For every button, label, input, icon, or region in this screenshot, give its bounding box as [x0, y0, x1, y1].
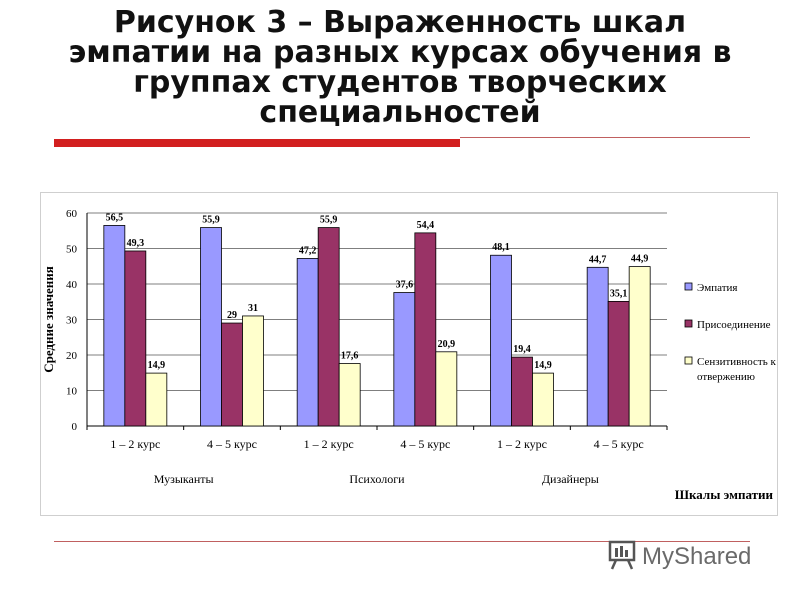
- bar-3: [145, 372, 168, 427]
- bar-chart: 0 10 20 30 40 50 60 56,5 49,3 14,9 1 – 2 курс 55,9 2…: [41, 208, 776, 502]
- bar-2: [414, 232, 437, 427]
- x-tick-label: 1 – 2 курс: [110, 437, 160, 451]
- bar-2: [124, 250, 147, 427]
- bar-1: [296, 258, 319, 427]
- bar-data-label: 55,9: [202, 215, 220, 226]
- bar-data-label: 14,9: [148, 360, 166, 371]
- x-tick-label: 1 – 2 курс: [497, 437, 547, 451]
- bar-2: [607, 300, 630, 427]
- x-tick-label: 4 – 5 курс: [400, 437, 450, 451]
- bar-1: [586, 266, 609, 427]
- bar-1: [490, 254, 512, 427]
- y-tick-label: 50: [66, 244, 78, 256]
- chart-frame: 0 10 20 30 40 50 60 56,5 49,3 14,9 1 – 2 курс 55,9 2…: [40, 192, 778, 516]
- bar-data-label: 44,7: [589, 254, 607, 265]
- bar-data-label: 20,9: [438, 339, 456, 350]
- legend-swatch-1: [684, 282, 693, 291]
- bar-data-label: 19,4: [513, 344, 531, 355]
- y-tick-label: 10: [66, 386, 78, 398]
- footer-rule: [54, 541, 750, 542]
- y-axis-label: Средние значения: [41, 266, 56, 373]
- bar-data-label: 49,3: [127, 238, 145, 249]
- y-tick-label: 30: [66, 315, 78, 327]
- x-group-label: Музыканты: [154, 472, 214, 486]
- myshared-logo: MyShared: [606, 538, 766, 572]
- y-tick-label: 20: [66, 350, 78, 362]
- bar-data-label: 31: [248, 303, 258, 314]
- legend-label: Присоединение: [697, 319, 771, 331]
- bar-data-label: 55,9: [320, 215, 338, 226]
- bar-data-label: 17,6: [341, 351, 359, 362]
- y-tick-label: 60: [66, 208, 78, 220]
- bar-data-label: 44,9: [631, 254, 649, 265]
- bar-2: [511, 356, 533, 427]
- bar-1: [393, 292, 416, 427]
- bar-data-label: 54,4: [417, 220, 435, 231]
- x-group-label: Дизайнеры: [542, 472, 599, 486]
- x-group-label: Психологи: [349, 472, 405, 486]
- y-tick-label: 40: [66, 279, 78, 291]
- bar-3: [242, 315, 264, 427]
- bar-data-label: 56,5: [106, 212, 124, 223]
- x-axis-title: Шкалы эмпатии: [675, 487, 774, 502]
- logo-text: MyShared: [642, 543, 751, 570]
- y-tick-label: 0: [72, 421, 78, 433]
- bar-3: [628, 266, 651, 427]
- legend-label: Эмпатия: [697, 282, 737, 294]
- x-tick-label: 4 – 5 курс: [207, 437, 257, 451]
- slide-title: Рисунок 3 – Выраженность шкал эмпатии на…: [68, 5, 732, 130]
- title-underline-accent: [54, 139, 460, 147]
- bar-data-label: 14,9: [534, 360, 552, 371]
- bar-data-label: 47,2: [299, 245, 317, 256]
- title-underline-rule: [460, 137, 750, 138]
- bar-1: [200, 227, 222, 427]
- bar-1: [103, 225, 126, 427]
- x-tick-label: 4 – 5 курс: [594, 437, 644, 451]
- x-tick-label: 1 – 2 курс: [304, 437, 354, 451]
- bar-3: [435, 351, 458, 427]
- legend-swatch-3: [684, 356, 693, 365]
- bar-3: [338, 363, 361, 427]
- bar-data-label: 48,1: [492, 242, 510, 253]
- bar-2: [317, 227, 340, 427]
- bar-data-label: 35,1: [610, 288, 628, 299]
- legend-swatch-2: [684, 319, 693, 328]
- bar-data-label: 29: [227, 310, 237, 321]
- presentation-board-icon: [608, 540, 636, 570]
- bar-3: [532, 372, 554, 427]
- bar-2: [221, 322, 243, 427]
- legend-label: Сензитивность к отвержению: [697, 356, 776, 383]
- bar-data-label: 37,6: [396, 280, 414, 291]
